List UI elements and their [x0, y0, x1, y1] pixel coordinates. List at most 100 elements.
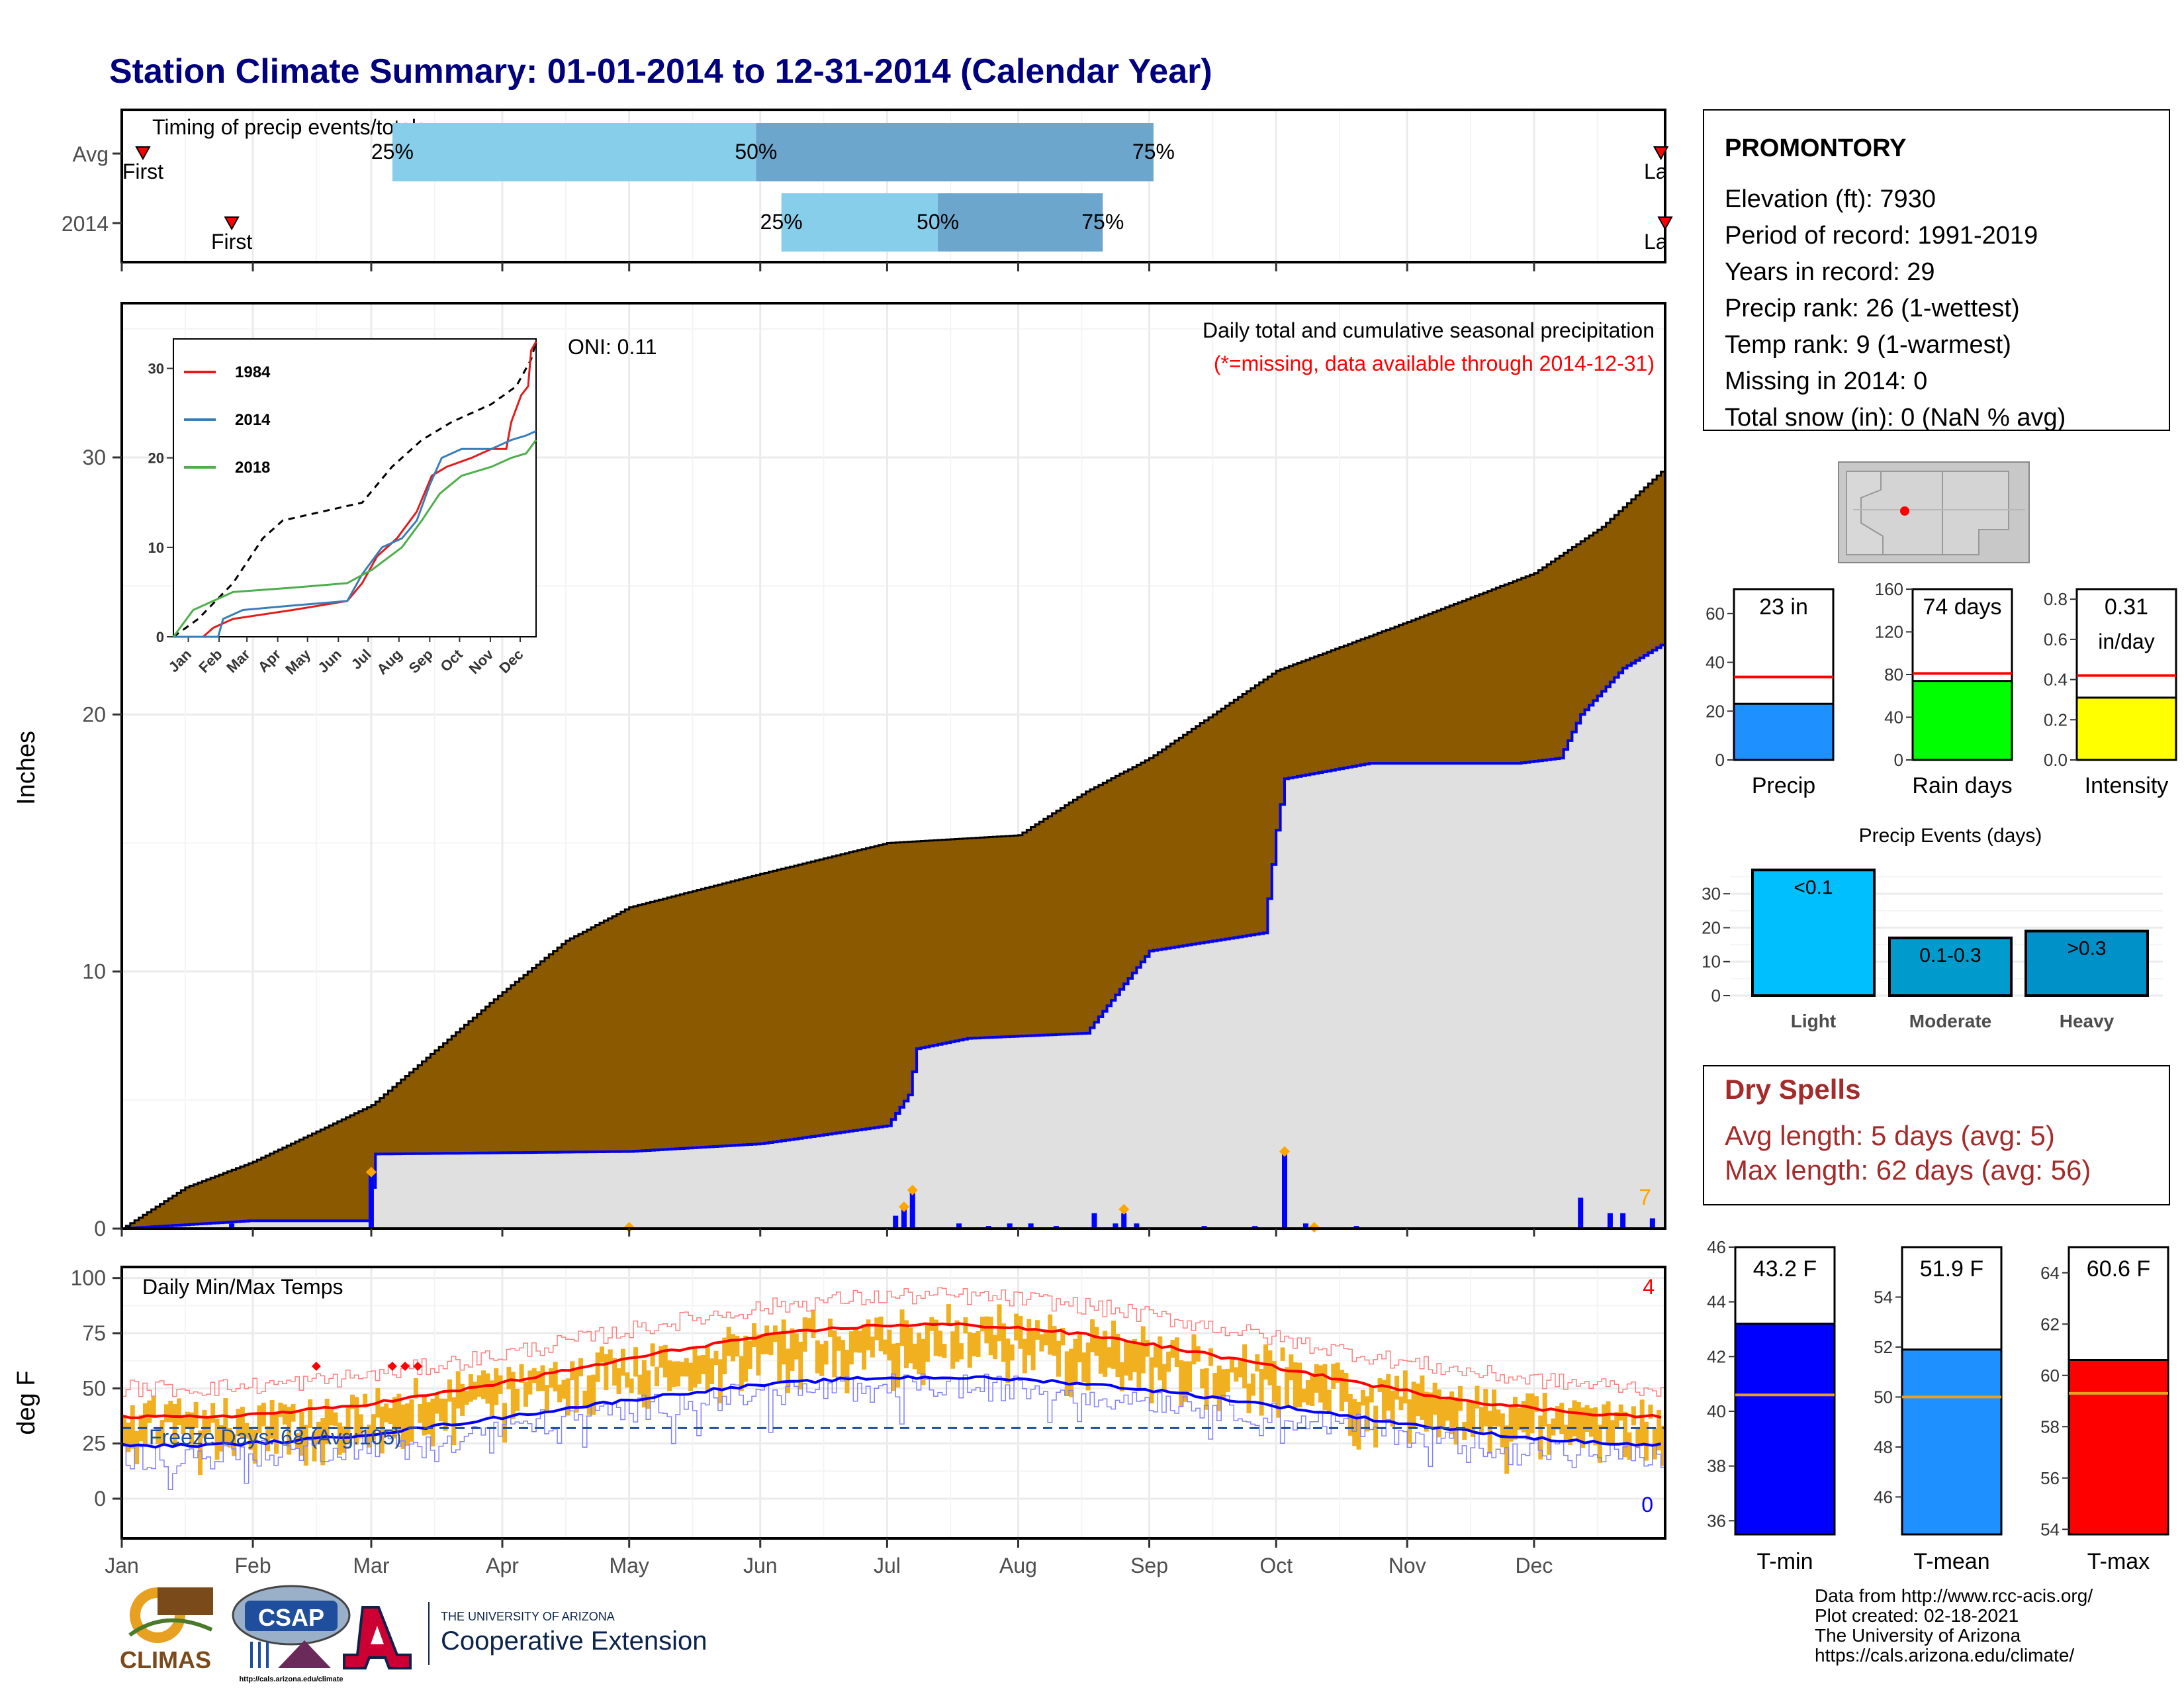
daily-temp-bar — [1504, 1425, 1510, 1474]
daily-temp-bar — [1242, 1344, 1248, 1389]
daily-temp-bar — [608, 1349, 613, 1363]
last-event-label: Last — [1644, 160, 1684, 183]
daily-temp-bar — [185, 1411, 190, 1429]
daily-temp-bar — [269, 1399, 275, 1439]
daily-temp-bar — [147, 1400, 152, 1423]
record-marker — [311, 1362, 321, 1371]
temp-bar-y-tick-label: 44 — [1707, 1292, 1726, 1312]
daily-precip-bar — [956, 1223, 962, 1229]
daily-temp-bar — [662, 1344, 668, 1378]
month-label: Aug — [999, 1554, 1037, 1577]
month-label: Jan — [105, 1554, 139, 1577]
daily-temp-bar — [1060, 1327, 1066, 1346]
daily-temp-bar — [1115, 1333, 1120, 1378]
daily-temp-bar — [1111, 1321, 1116, 1369]
daily-temp-bar — [1085, 1342, 1091, 1391]
timing-row-label: Avg — [72, 142, 109, 166]
timing-q25-label: 25% — [371, 140, 414, 164]
daily-temp-bar — [443, 1398, 448, 1431]
inset-series-2014 — [173, 430, 537, 638]
events-y-tick-label: 20 — [1702, 917, 1721, 937]
temp-bar-y-tick-label: 58 — [2040, 1417, 2060, 1436]
station-name: PROMONTORY — [1725, 134, 1906, 162]
temp-bar-label: T-mean — [1913, 1549, 1989, 1574]
page-title: Station Climate Summary: 01-01-2014 to 1… — [109, 52, 1212, 91]
daily-precip-bar — [1007, 1223, 1013, 1229]
daily-precip-marker — [1118, 1203, 1130, 1215]
daily-temp-bar — [172, 1403, 177, 1446]
daily-temp-bar — [844, 1350, 850, 1393]
daily-temp-bar — [549, 1368, 554, 1388]
summary-bar-y-tick-label: 60 — [1706, 604, 1725, 624]
daily-temp-bar — [1627, 1432, 1632, 1460]
daily-temp-bar — [760, 1334, 765, 1354]
daily-temp-bar — [819, 1344, 825, 1376]
daily-temp-bar — [595, 1352, 600, 1382]
precip-y-tick-label: 20 — [82, 702, 106, 726]
daily-temp-bar — [409, 1399, 414, 1442]
inset-y-tick-label: 20 — [148, 450, 164, 467]
temp-title: Daily Min/Max Temps — [142, 1275, 343, 1299]
daily-temp-bar — [1216, 1365, 1222, 1411]
daily-temp-bar — [1525, 1393, 1531, 1440]
daily-temp-bar — [329, 1409, 334, 1426]
daily-temp-bar — [1588, 1408, 1594, 1437]
daily-temp-bar — [646, 1370, 651, 1409]
first-event-label: First — [122, 160, 163, 183]
daily-temp-bar — [933, 1319, 938, 1356]
daily-temp-bar — [181, 1417, 186, 1434]
daily-temp-bar — [1149, 1357, 1154, 1404]
daily-temp-bar — [836, 1336, 841, 1351]
timing-bar-q50-q75 — [938, 193, 1103, 252]
events-bar — [1888, 936, 2013, 998]
csap-logo: CSAP http://cals.arizona.edu/climate — [232, 1585, 351, 1683]
daily-temp-bar — [236, 1409, 241, 1436]
daily-temp-bar — [925, 1322, 930, 1362]
daily-temp-bar — [823, 1340, 829, 1365]
daily-temp-bar — [1276, 1385, 1281, 1418]
station-info-line: Elevation (ft): 7930 — [1725, 185, 1936, 213]
daily-temp-bar — [798, 1341, 803, 1390]
ua-logo: THE UNIVERSITY OF ARIZONA Cooperative Ex… — [343, 1602, 707, 1669]
summary-bar-intensity: 0.31 in/day 0.0 0.2 0.4 0.6 0.8 Intensity — [2044, 588, 2177, 798]
summary-bar-value-text-2: in/day — [2098, 630, 2154, 653]
daily-temp-bar — [430, 1398, 435, 1446]
daily-precip-bar — [1113, 1223, 1118, 1229]
daily-temp-bar — [984, 1316, 989, 1344]
daily-temp-bar — [1340, 1370, 1345, 1411]
daily-temp-bar — [1305, 1380, 1310, 1405]
daily-temp-bar — [692, 1346, 698, 1388]
daily-temp-bar — [278, 1402, 283, 1417]
temp-bar-value-text: 60.6 F — [2087, 1256, 2150, 1282]
avg-min-line — [121, 1375, 1661, 1449]
daily-temp-bar — [1221, 1369, 1226, 1400]
daily-temp-bar — [1179, 1360, 1184, 1407]
daily-precip-bar — [1121, 1213, 1127, 1229]
daily-temp-bar — [1445, 1396, 1450, 1421]
daily-temp-bar — [1183, 1361, 1188, 1402]
month-label: Dec — [1515, 1554, 1553, 1577]
daily-temp-bar — [899, 1309, 905, 1346]
daily-temp-bar — [629, 1378, 634, 1393]
avg-max-line — [121, 1322, 1662, 1419]
daily-temp-bar — [988, 1317, 993, 1356]
daily-temp-bar — [764, 1325, 770, 1354]
summary-bar-y-tick-label: 0.6 — [2044, 630, 2068, 649]
footer-line: Plot created: 02-18-2021 — [1815, 1605, 2019, 1626]
last-event-marker — [1653, 146, 1669, 161]
daily-temp-bar — [1064, 1351, 1069, 1395]
daily-temp-bar — [751, 1323, 756, 1347]
daily-precip-bar — [1649, 1218, 1655, 1229]
daily-temp-bar — [1229, 1356, 1234, 1373]
daily-temp-bar — [1639, 1399, 1645, 1444]
daily-temp-bar — [908, 1327, 913, 1364]
summary-bar-label: Intensity — [2085, 773, 2169, 798]
climas-text: CLIMAS — [120, 1646, 211, 1673]
daily-temp-bar — [531, 1368, 537, 1383]
daily-temp-bar — [1166, 1351, 1171, 1372]
temp-bar-y-tick-label: 42 — [1707, 1346, 1726, 1366]
daily-precip-bar — [1091, 1213, 1097, 1229]
station-info-line: Temp rank: 9 (1-warmest) — [1725, 331, 2011, 359]
daily-temp-bar — [1529, 1393, 1535, 1434]
daily-temp-bar — [641, 1360, 647, 1408]
